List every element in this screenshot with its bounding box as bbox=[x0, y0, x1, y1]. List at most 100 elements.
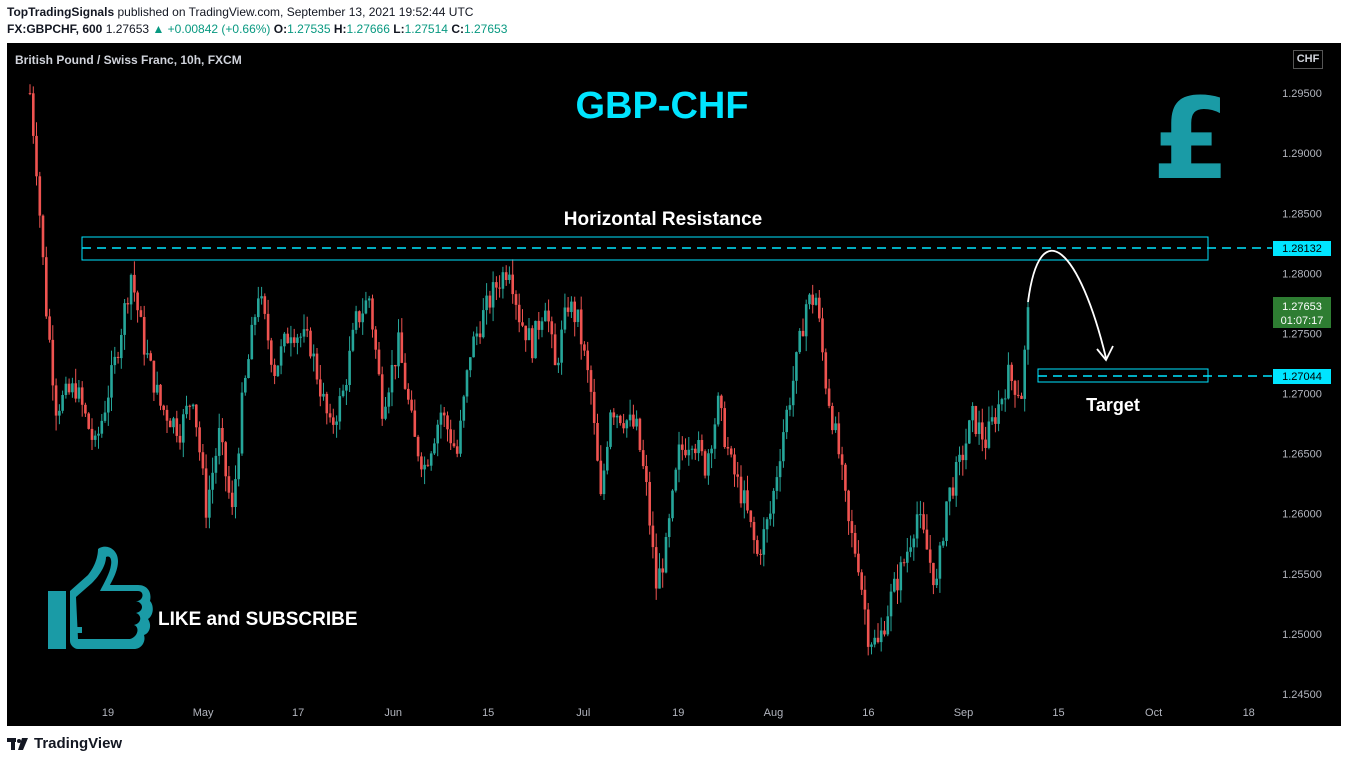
candle-body bbox=[397, 332, 400, 367]
candle-body bbox=[371, 298, 374, 330]
candle-body bbox=[32, 93, 35, 136]
candle-body bbox=[981, 422, 984, 440]
candle-body bbox=[361, 313, 364, 323]
candle-body bbox=[883, 630, 886, 635]
y-tick-label-5: 1.27000 bbox=[1282, 389, 1322, 401]
candle-body bbox=[667, 518, 671, 537]
candle-body bbox=[514, 294, 518, 305]
candle-body bbox=[1013, 380, 1017, 395]
candle-body bbox=[380, 374, 384, 419]
candle-body bbox=[433, 443, 436, 454]
candle-body bbox=[547, 310, 550, 322]
candle-body bbox=[847, 490, 850, 522]
candle-body bbox=[902, 562, 906, 564]
resistance-price-tag[interactable]: 1.28132 bbox=[1273, 241, 1331, 256]
candle-body bbox=[136, 292, 139, 311]
currency-button[interactable]: CHF bbox=[1293, 50, 1323, 69]
candle-body bbox=[504, 272, 508, 280]
chart-panel[interactable] bbox=[7, 43, 1341, 726]
candle-body bbox=[84, 404, 87, 414]
candle-body bbox=[557, 362, 560, 366]
resistance-label[interactable]: Horizontal Resistance bbox=[564, 209, 763, 230]
candle-body bbox=[759, 553, 762, 555]
candle-body bbox=[579, 309, 583, 345]
candle-body bbox=[198, 427, 201, 453]
candle-body bbox=[932, 562, 935, 586]
candle-body bbox=[289, 337, 293, 344]
candle-body bbox=[257, 298, 260, 318]
candle-body bbox=[517, 304, 521, 323]
candle-body bbox=[915, 514, 919, 539]
candle-body bbox=[609, 412, 612, 447]
candle-body bbox=[583, 344, 586, 351]
candle-body bbox=[560, 329, 563, 363]
target-price-tag[interactable]: 1.27044 bbox=[1273, 369, 1331, 384]
candle-body bbox=[592, 391, 596, 423]
candle-body bbox=[899, 562, 903, 591]
candle-body bbox=[495, 282, 498, 288]
candle-body bbox=[733, 454, 736, 475]
pound-sign-icon: £ bbox=[1152, 75, 1230, 205]
candle-body bbox=[71, 383, 74, 393]
target-zone[interactable] bbox=[1037, 368, 1209, 383]
y-tick-label-9: 1.25000 bbox=[1282, 629, 1322, 641]
candle-body bbox=[338, 396, 342, 422]
candle-body bbox=[449, 429, 452, 444]
projection-arrow[interactable] bbox=[1027, 250, 1107, 359]
candle-body bbox=[1007, 364, 1010, 399]
price-change: +0.00842 (+0.66%) bbox=[167, 22, 271, 36]
current-price-tag[interactable]: 1.27653 01:07:17 bbox=[1273, 297, 1331, 328]
candle-body bbox=[286, 333, 289, 344]
candle-body bbox=[775, 477, 779, 491]
candle-body bbox=[785, 409, 788, 433]
candle-body bbox=[201, 452, 205, 469]
candle-body bbox=[188, 405, 192, 407]
tradingview-logo[interactable]: TradingView bbox=[7, 735, 122, 752]
candle-body bbox=[465, 370, 469, 397]
candle-body bbox=[925, 529, 929, 550]
candle-body bbox=[133, 274, 136, 293]
candle-body bbox=[726, 447, 730, 449]
candle-body bbox=[482, 310, 485, 338]
candle-body bbox=[211, 472, 214, 490]
candle-body bbox=[1023, 349, 1026, 399]
symbol-info-line: FX:GBPCHF, 600 1.27653 ▲ +0.00842 (+0.66… bbox=[7, 22, 507, 36]
candle-body bbox=[772, 490, 775, 514]
candle-body bbox=[270, 340, 273, 365]
candle-body bbox=[364, 300, 368, 314]
candle-body bbox=[968, 420, 971, 444]
candle-body bbox=[90, 428, 94, 440]
candle-body bbox=[149, 353, 152, 361]
candle-body bbox=[475, 333, 479, 337]
candle-body bbox=[879, 630, 883, 643]
publisher-name[interactable]: TopTradingSignals bbox=[7, 5, 115, 19]
candle-body bbox=[798, 330, 801, 353]
chart-title-annotation[interactable]: GBP-CHF bbox=[575, 85, 748, 127]
brand-name: TradingView bbox=[34, 735, 123, 752]
candle-body bbox=[850, 521, 854, 533]
candle-body bbox=[38, 176, 42, 216]
candle-body bbox=[654, 547, 658, 589]
candle-body bbox=[723, 408, 726, 447]
candle-body bbox=[273, 364, 276, 376]
candle-body bbox=[407, 388, 410, 400]
candle-body bbox=[354, 311, 358, 330]
target-label[interactable]: Target bbox=[1086, 395, 1140, 415]
candle-body bbox=[67, 383, 71, 393]
candle-body bbox=[707, 453, 710, 476]
candle-body bbox=[305, 329, 309, 331]
chart-symbol-title[interactable]: British Pound / Swiss Franc, 10h, FXCM bbox=[15, 53, 242, 67]
up-arrow-icon: ▲ bbox=[152, 22, 165, 36]
candle-body bbox=[511, 274, 514, 295]
high-value: 1.27666 bbox=[346, 22, 390, 36]
candle-body bbox=[45, 257, 48, 317]
resistance-price-text: 1.28132 bbox=[1282, 243, 1322, 255]
candle-body bbox=[442, 412, 446, 416]
candle-body bbox=[120, 335, 123, 359]
candle-body bbox=[619, 415, 622, 424]
candle-body bbox=[664, 537, 668, 573]
cta-text[interactable]: LIKE and SUBSCRIBE bbox=[158, 609, 358, 630]
candle-body bbox=[110, 365, 113, 398]
candle-body bbox=[387, 392, 391, 407]
